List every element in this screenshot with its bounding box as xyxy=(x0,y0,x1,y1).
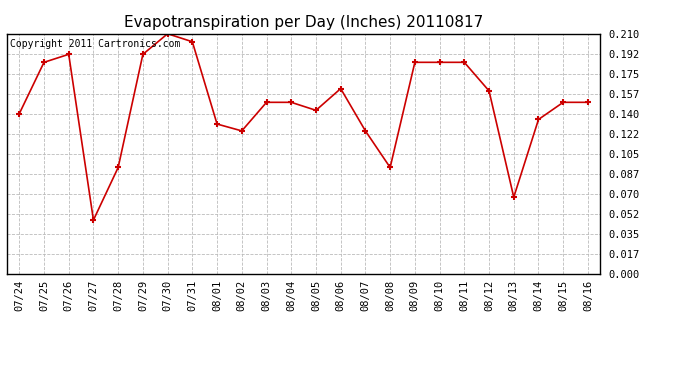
Text: Evapotranspiration per Day (Inches) 20110817: Evapotranspiration per Day (Inches) 2011… xyxy=(124,15,483,30)
Text: Copyright 2011 Cartronics.com: Copyright 2011 Cartronics.com xyxy=(10,39,180,48)
